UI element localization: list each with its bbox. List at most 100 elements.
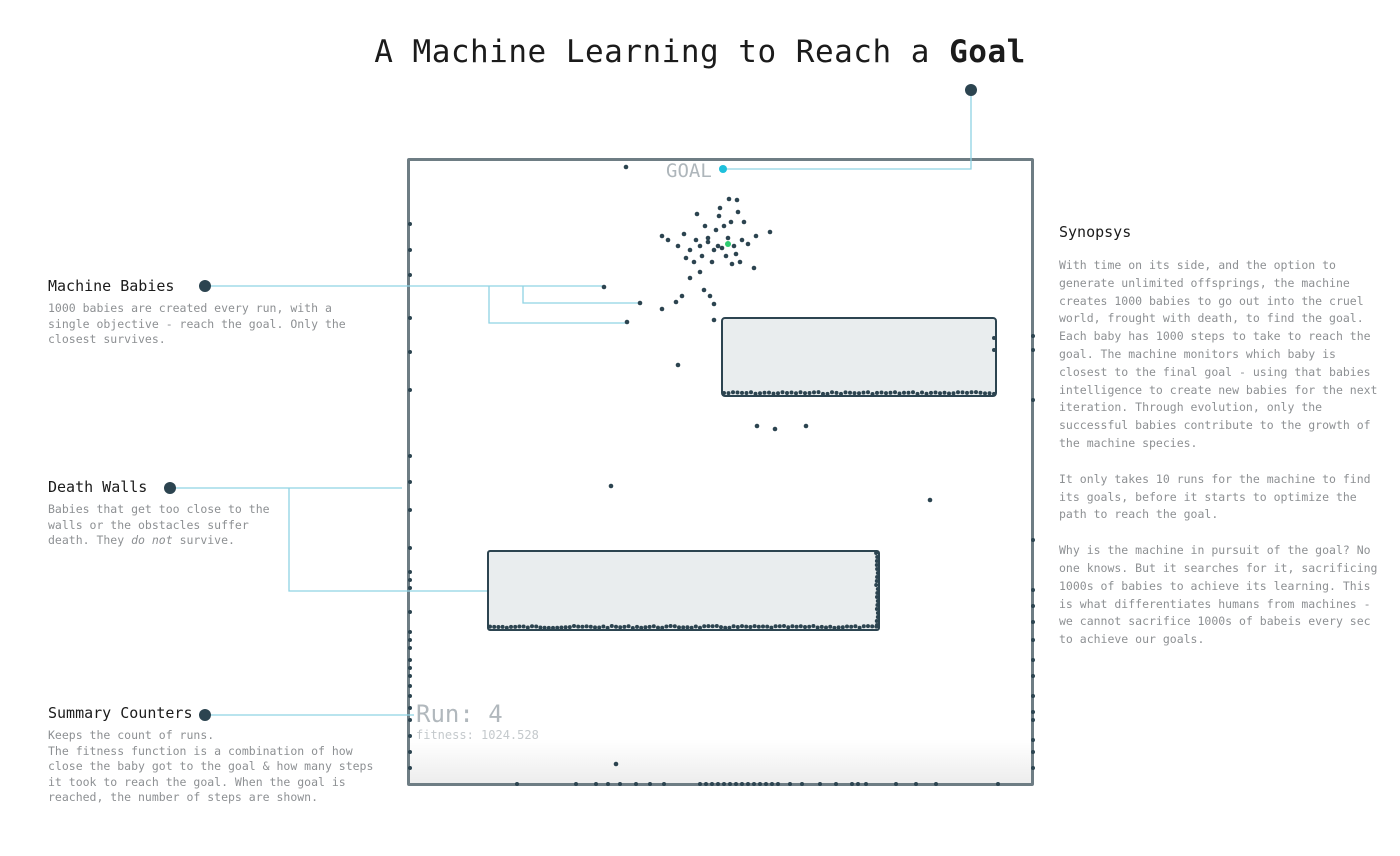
baby-dot [563,625,568,630]
baby-dot [1031,604,1035,608]
baby-dot [504,625,509,630]
baby-dot [764,782,768,786]
baby-dot [707,293,713,299]
baby-dot [677,625,681,630]
baby-dot [832,625,837,630]
baby-dot [697,269,703,275]
annotation-heading: Death Walls [48,478,148,496]
baby-dot [969,390,974,395]
baby-dot [517,624,522,629]
baby-dot [875,611,880,615]
baby-dot [714,624,719,628]
baby-dot [408,570,412,574]
baby-dot [731,624,736,629]
synopsis-paragraph: Why is the machine in pursuit of the goa… [1059,543,1378,647]
baby-dot [879,390,884,395]
baby-dot [816,390,821,395]
baby-dot [875,595,879,599]
baby-dot [933,390,938,395]
baby-dot [665,237,671,243]
baby-dot [725,241,731,247]
baby-dot [681,231,687,237]
baby-dot [857,391,861,396]
annotation-heading: Machine Babies [48,277,175,295]
baby-dot [492,624,497,629]
baby-dot [408,222,412,226]
baby-dot [798,624,803,629]
baby-dot [538,625,543,630]
baby-dot [408,638,412,642]
baby-dot [737,259,743,265]
baby-dot [715,243,721,249]
baby-dot [408,388,412,392]
baby-dot [924,391,929,396]
baby-dot [648,782,652,786]
baby-dot [874,619,879,623]
baby-dot [875,587,880,591]
baby-dot [1031,710,1035,714]
baby-dot [647,624,652,629]
baby-dot [875,567,880,571]
baby-dot [828,624,833,629]
baby-dot [870,624,875,629]
baby-dot [618,625,623,630]
baby-dot [687,275,693,281]
baby-dot [509,624,513,629]
baby-dot [408,480,412,484]
baby-dot [530,624,534,629]
baby-dot [875,603,880,607]
baby-dot [534,624,539,629]
baby-dot [698,782,702,786]
baby-dot [1031,674,1035,678]
baby-dot [874,583,879,587]
baby-dot [408,508,412,512]
babies-connector [205,285,640,324]
baby-dot [606,782,610,786]
annotation-body: Keeps the count of runs. The fitness fun… [48,728,374,804]
baby-dot [408,646,412,650]
baby-dot [651,624,656,629]
baby-dot [785,391,789,395]
baby-dot [996,782,1000,786]
baby-dot [875,555,880,559]
goal-marker [965,84,977,96]
babies-marker [199,280,211,292]
baby-dot [756,624,761,629]
baby-dot [874,559,879,563]
baby-dot [794,624,799,629]
baby-dot [843,390,848,395]
baby-dot [857,625,862,630]
baby-dot [496,625,501,629]
baby-dot [408,658,412,662]
baby-dot [637,300,643,306]
baby-dot [574,782,578,786]
connector-lines [170,90,972,716]
baby-dot [710,782,714,786]
baby-dot [1031,718,1035,722]
baby-dot [555,625,560,630]
baby-dot [689,625,694,630]
baby-dot [635,624,639,629]
synopsis-heading: Synopsys [1059,223,1132,241]
baby-dot [408,350,412,354]
baby-dot [875,575,880,579]
baby-dot [735,390,740,395]
baby-dot [938,391,942,396]
annotation-machine-babies: Machine Babies 1000 babies are created e… [48,277,346,348]
baby-dot [722,782,726,786]
baby-dot [551,625,555,630]
baby-dot [914,782,918,786]
baby-dot [546,625,551,630]
baby-dot [751,265,757,271]
baby-dot [874,563,879,567]
baby-dot [870,392,875,396]
baby-dot [719,625,723,630]
baby-dot [942,390,947,395]
baby-dot [673,299,679,305]
baby-dot [780,390,785,395]
baby-dot [702,223,708,229]
baby-dot [408,694,412,698]
baby-dot [803,423,809,429]
goal-connector [723,90,972,170]
